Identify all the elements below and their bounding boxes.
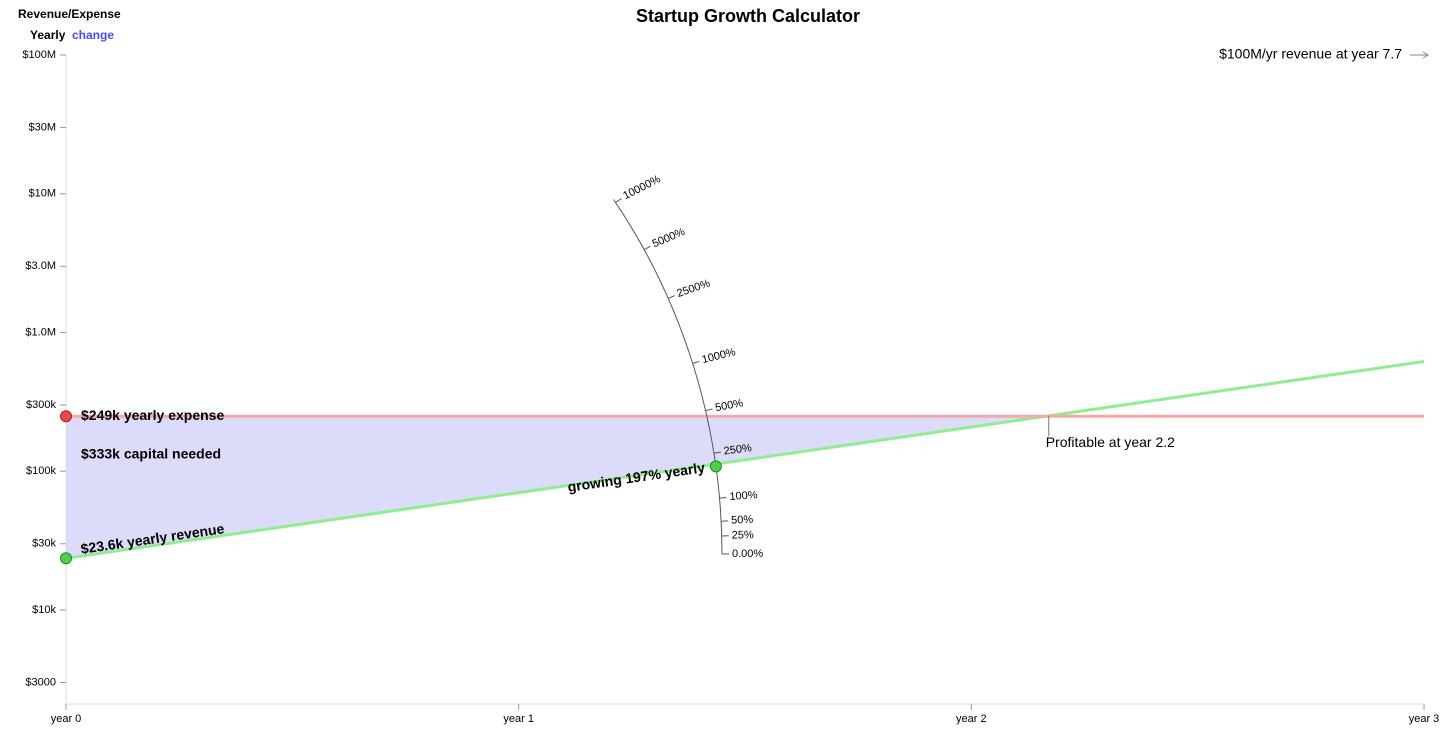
y-tick-label: $1.0M	[25, 326, 56, 338]
target-label: $100M/yr revenue at year 7.7	[1219, 46, 1402, 62]
dial-tick	[705, 408, 713, 412]
dial-tick	[692, 360, 700, 364]
y-axis-title: Revenue/Expense	[18, 7, 121, 21]
dial-tick	[713, 451, 721, 454]
x-tick-label: year 2	[956, 713, 987, 725]
y-tick-label: $100M	[22, 49, 56, 61]
dial-tick-label: 5000%	[651, 226, 687, 250]
dial-tick-label: 100%	[729, 489, 758, 503]
dial-tick	[615, 198, 622, 203]
dial-tick	[668, 295, 675, 299]
y-tick-label: $10k	[32, 604, 56, 616]
dial-tick-label: 500%	[714, 397, 744, 414]
y-tick-label: $10M	[28, 188, 56, 200]
dial-tick-label: 10000%	[621, 173, 663, 202]
dial-tick	[719, 496, 727, 499]
expense-label: $249k yearly expense	[81, 407, 224, 423]
growth-dial-arc	[613, 199, 723, 555]
profit-label: Profitable at year 2.2	[1046, 434, 1175, 450]
dial-tick	[643, 245, 651, 251]
period-label: Yearly	[30, 28, 66, 42]
growth-knob	[709, 460, 722, 473]
x-tick-label: year 0	[51, 713, 82, 725]
dial-tick-label: 50%	[731, 514, 754, 527]
dial-tick-label: 2500%	[675, 277, 711, 300]
revenue-knob	[60, 552, 72, 565]
chart-title: Startup Growth Calculator	[636, 6, 860, 26]
y-tick-label: $3.0M	[25, 260, 56, 272]
y-tick-label: $30k	[32, 538, 56, 550]
x-tick-label: year 1	[503, 713, 534, 725]
expense-knob	[60, 410, 72, 423]
x-tick-label: year 3	[1409, 713, 1440, 725]
capital-area	[66, 416, 1046, 559]
dial-tick-label: 0.00%	[732, 548, 763, 560]
y-tick-label: $300k	[26, 399, 56, 411]
dial-tick-label: 250%	[723, 442, 753, 458]
y-tick-label: $30M	[28, 121, 56, 133]
capital-label: $333k capital needed	[81, 446, 221, 462]
y-tick-label: $3000	[25, 676, 56, 688]
target-arrow	[1410, 51, 1429, 59]
dial-tick-label: 25%	[732, 529, 755, 542]
series-line	[65, 359, 1425, 560]
y-tick-label: $100k	[26, 465, 56, 477]
change-link[interactable]: change	[72, 28, 114, 42]
dial-tick-label: 1000%	[701, 346, 737, 366]
